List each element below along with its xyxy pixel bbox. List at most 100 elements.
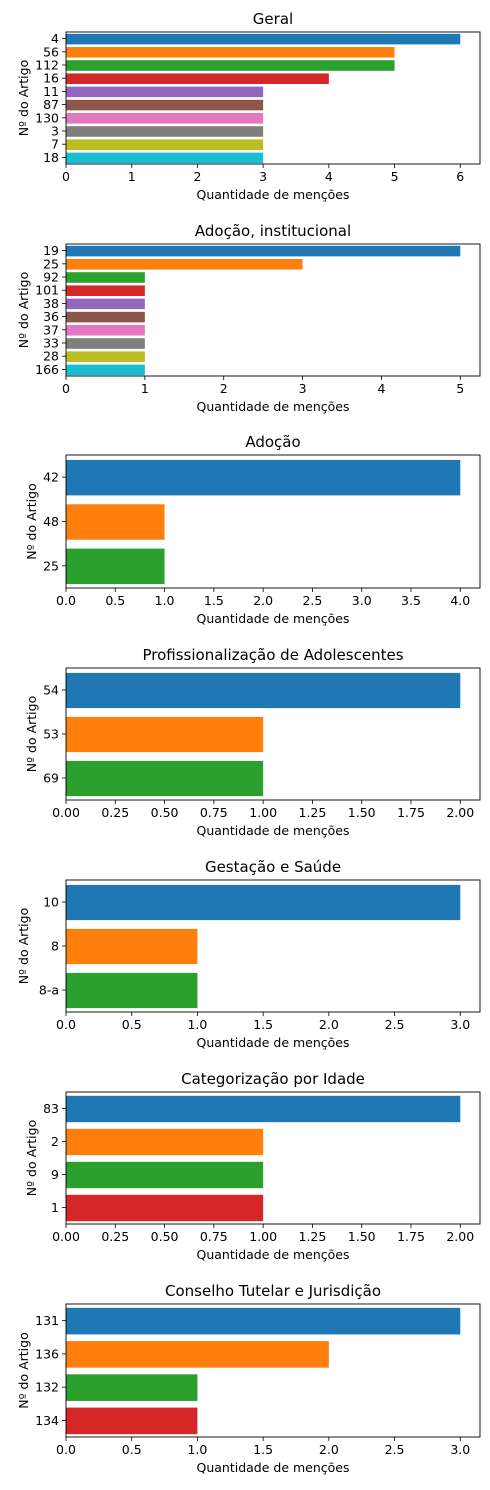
x-tick-label: 3 (259, 169, 267, 184)
bar (66, 672, 461, 709)
chart-title: Adoção (245, 433, 300, 451)
x-tick-label: 0.0 (56, 1442, 76, 1457)
x-tick-label: 4 (325, 169, 333, 184)
x-tick-label: 3.0 (352, 593, 372, 608)
bar (66, 459, 461, 496)
x-tick-label: 0 (62, 381, 70, 396)
x-tick-label: 2 (193, 169, 201, 184)
y-axis-label: Nº do Artigo (16, 908, 31, 984)
chart-panel: 131 136 132 134 0.0 0.5 1.0 1.5 2.0 2.5 3.0 Conselh… (16, 1282, 481, 1475)
bar (66, 245, 461, 257)
y-tick-label: 54 (43, 683, 59, 698)
bar (66, 139, 264, 150)
bar (66, 504, 165, 540)
bar (66, 364, 145, 376)
x-tick-label: 3.5 (401, 593, 421, 608)
bar (66, 972, 198, 1009)
x-tick-label: 1.0 (187, 1017, 207, 1032)
bar (66, 152, 264, 164)
x-tick-label: 0.25 (101, 805, 129, 820)
bar (66, 760, 264, 797)
x-tick-label: 1.50 (348, 805, 376, 820)
x-tick-label: 0.50 (151, 1229, 179, 1244)
y-tick-label: 38 (43, 296, 59, 311)
x-tick-label: 4 (377, 381, 385, 396)
x-tick-label: 1.5 (204, 593, 224, 608)
x-tick-label: 1.5 (253, 1017, 273, 1032)
y-tick-label: 19 (43, 243, 59, 258)
y-tick-label: 112 (35, 58, 59, 73)
y-tick-label: 136 (35, 1346, 59, 1361)
bar (66, 1307, 461, 1335)
bar (66, 126, 264, 137)
chart-panel: 10 8 8-a 0.0 0.5 1.0 1.5 2.0 2.5 3.0 Gestação e Sa… (16, 858, 481, 1050)
bar (66, 1161, 264, 1189)
plot-frame (65, 667, 481, 801)
bar (66, 338, 145, 349)
y-tick-label: 87 (43, 97, 59, 112)
y-tick-label: 25 (43, 256, 59, 271)
bar (66, 1095, 461, 1123)
y-tick-label: 166 (35, 362, 59, 377)
y-tick-label: 18 (43, 150, 59, 165)
y-tick-label: 3 (51, 124, 59, 139)
y-tick-label: 53 (43, 727, 59, 742)
x-tick-label: 2.5 (385, 1442, 405, 1457)
bar (66, 548, 165, 585)
chart-title: Gestação e Saúde (205, 858, 341, 876)
x-tick-label: 0.5 (122, 1442, 142, 1457)
chart-title: Conselho Tutelar e Jurisdição (165, 1282, 381, 1300)
y-tick-label: 11 (43, 84, 59, 99)
plot-frame (65, 454, 481, 589)
x-tick-label: 1.25 (299, 1229, 327, 1244)
x-axis-label: Quantidade de menções (196, 1035, 349, 1050)
x-tick-label: 5 (456, 381, 464, 396)
x-tick-label: 2.00 (446, 1229, 474, 1244)
x-tick-label: 1.00 (249, 1229, 277, 1244)
bar (66, 47, 395, 58)
x-tick-label: 0.25 (101, 1229, 129, 1244)
y-tick-label: 56 (43, 44, 59, 59)
y-tick-label: 8-a (39, 983, 59, 998)
chart-title: Geral (253, 10, 293, 28)
y-tick-label: 9 (51, 1167, 59, 1182)
bar (66, 73, 329, 84)
chart-title: Adoção, institucional (195, 222, 351, 240)
x-tick-label: 1.0 (155, 593, 175, 608)
bar (66, 716, 264, 753)
chart-title: Categorização por Idade (181, 1070, 365, 1088)
plot-frame (65, 31, 481, 165)
bar (66, 1128, 264, 1156)
x-tick-label: 1 (141, 381, 149, 396)
bar (66, 928, 198, 965)
x-tick-label: 2.0 (319, 1442, 339, 1457)
y-tick-label: 7 (51, 137, 59, 152)
bar (66, 1374, 198, 1401)
plot-frame (65, 243, 481, 377)
x-tick-label: 0.00 (52, 805, 80, 820)
x-axis-label: Quantidade de menções (196, 611, 349, 626)
y-tick-label: 1 (51, 1200, 59, 1215)
plot-frame (65, 1091, 481, 1225)
bar (66, 272, 145, 283)
y-tick-label: 130 (35, 110, 59, 125)
y-tick-label: 25 (43, 558, 59, 573)
bar (66, 113, 264, 124)
y-tick-label: 10 (43, 895, 59, 910)
y-axis-label: Nº do Artigo (24, 696, 39, 772)
bar (66, 86, 264, 98)
x-tick-label: 2.5 (302, 593, 322, 608)
y-tick-label: 92 (43, 270, 59, 285)
plot-frame (65, 1303, 481, 1438)
x-tick-label: 1.00 (249, 805, 277, 820)
x-tick-label: 3.0 (450, 1017, 470, 1032)
bar (66, 351, 145, 362)
x-tick-label: 0.75 (200, 805, 228, 820)
x-tick-label: 0.0 (56, 1017, 76, 1032)
y-tick-label: 48 (43, 514, 59, 529)
y-axis-label: Nº do Artigo (24, 483, 39, 559)
x-axis-label: Quantidade de menções (196, 399, 349, 414)
y-axis-label: Nº do Artigo (16, 272, 31, 348)
